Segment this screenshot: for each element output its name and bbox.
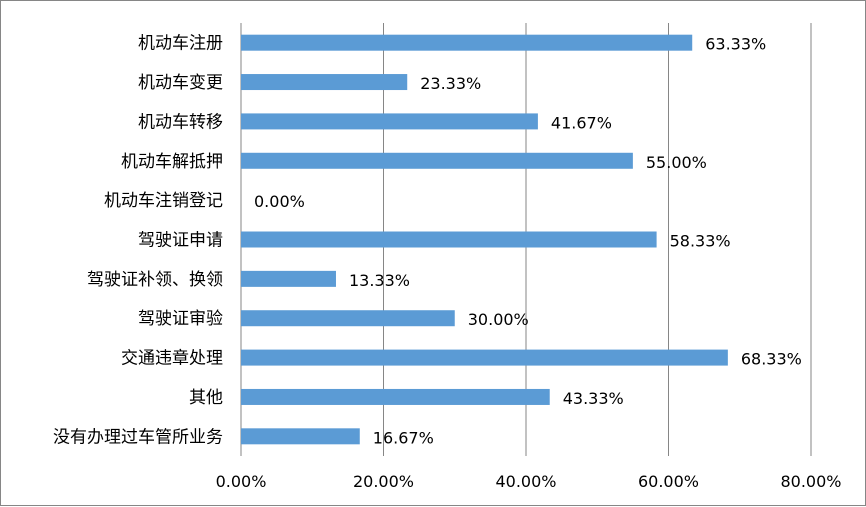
data-label: 23.33% [420,74,481,93]
bar [241,113,538,130]
bar [241,310,455,327]
bar [241,349,728,366]
x-tick-label: 0.00% [216,472,267,491]
data-label: 30.00% [468,310,529,329]
x-tick-label: 40.00% [495,472,556,491]
category-label: 没有办理过车管所业务 [53,427,223,447]
bar [241,231,657,248]
category-label: 机动车解抵押 [121,152,223,172]
x-tick-label: 20.00% [353,472,414,491]
bar [241,270,336,287]
data-label: 0.00% [254,192,305,211]
data-label: 63.33% [705,35,766,54]
data-label: 13.33% [349,271,410,290]
category-label: 机动车注销登记 [104,191,223,211]
category-label: 交通违章处理 [121,349,223,369]
category-label: 驾驶证补领、换领 [87,270,223,290]
category-label: 机动车注册 [138,34,223,54]
bar [241,428,360,445]
bar [241,74,408,91]
data-label: 55.00% [646,153,707,172]
bar [241,34,693,51]
data-label: 58.33% [670,232,731,251]
category-label: 机动车变更 [138,73,223,93]
data-label: 41.67% [551,113,612,132]
x-tick-label: 80.00% [780,472,841,491]
category-labels: 机动车注册机动车变更机动车转移机动车解抵押机动车注销登记驾驶证申请驾驶证补领、换… [53,34,223,448]
category-label: 驾驶证审验 [138,309,223,329]
x-axis-tick-labels: 0.00% 20.00% 40.00% 60.00% 80.00% [216,472,842,491]
category-label: 其他 [189,388,223,408]
category-label: 驾驶证申请 [138,231,223,251]
bar [241,152,633,169]
data-labels: 63.33% 23.33% 41.67% 55.00% 0.00% 58.33% 13.33… [254,35,802,448]
data-label: 68.33% [741,350,802,369]
category-label: 机动车转移 [138,112,223,132]
bar [241,388,550,405]
x-tick-label: 60.00% [638,472,699,491]
bars [241,34,728,445]
data-label: 16.67% [373,428,434,447]
data-label: 43.33% [563,389,624,408]
